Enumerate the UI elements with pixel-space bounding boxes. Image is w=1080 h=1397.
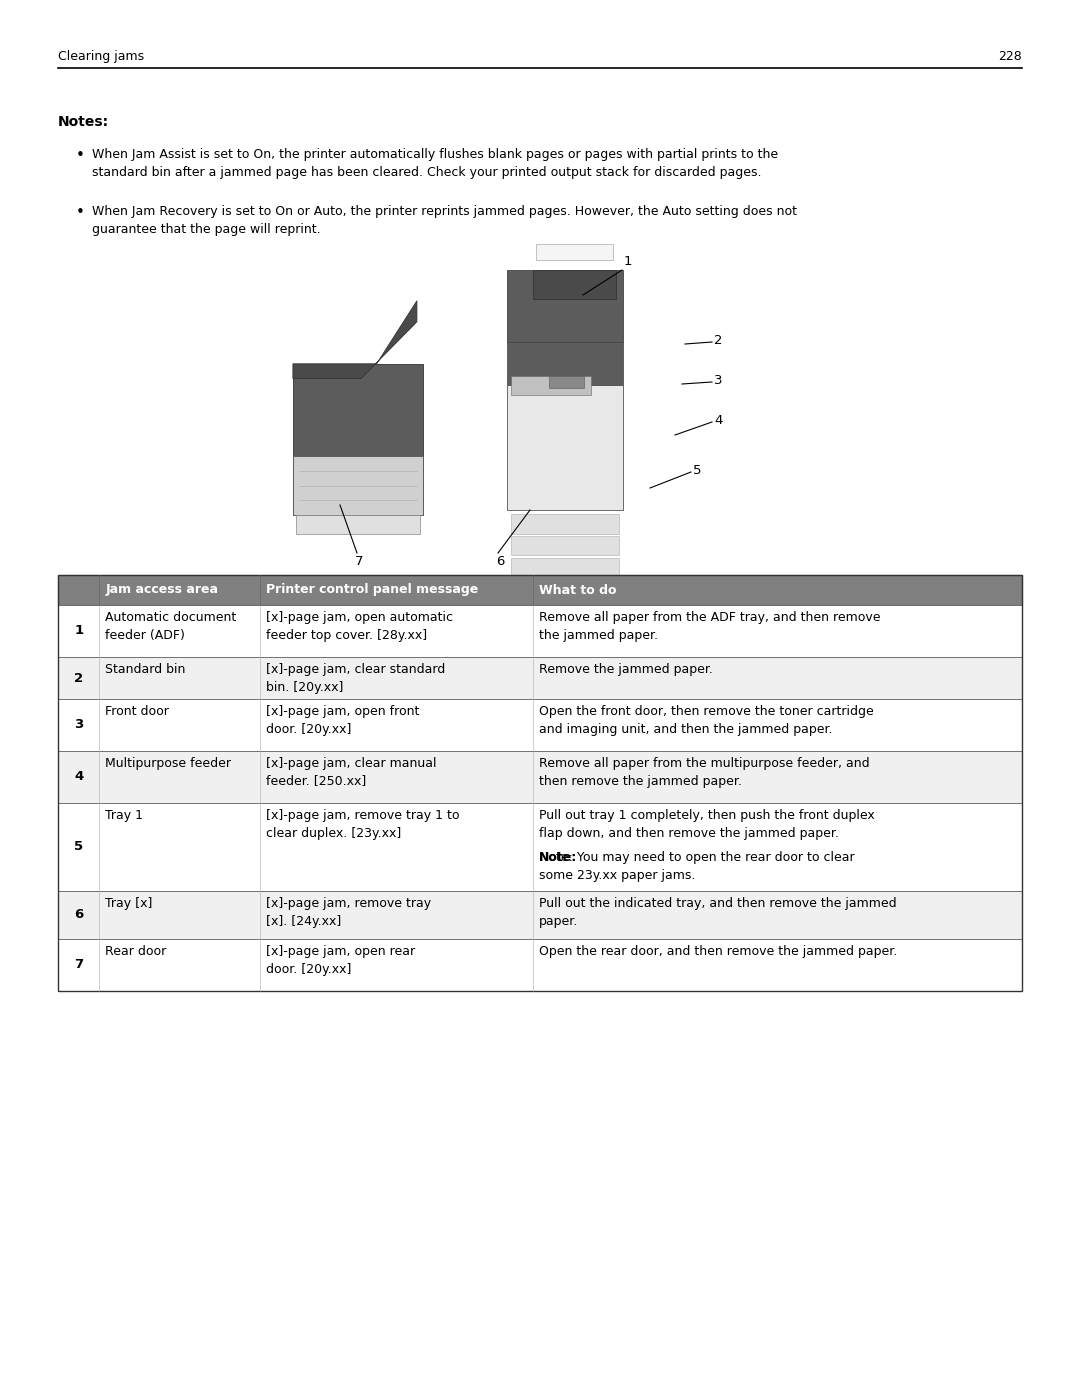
FancyBboxPatch shape: [511, 536, 620, 556]
Polygon shape: [293, 300, 417, 379]
FancyBboxPatch shape: [293, 363, 423, 515]
FancyBboxPatch shape: [508, 270, 622, 342]
Text: •: •: [76, 205, 85, 219]
Text: Automatic document
feeder (ADF): Automatic document feeder (ADF): [106, 610, 237, 641]
Text: What to do: What to do: [539, 584, 617, 597]
Text: Clearing jams: Clearing jams: [58, 50, 144, 63]
Text: Standard bin: Standard bin: [106, 664, 186, 676]
FancyBboxPatch shape: [58, 698, 1022, 752]
FancyBboxPatch shape: [58, 605, 1022, 657]
Text: [x]-page jam, open front
door. [20y.xx]: [x]-page jam, open front door. [20y.xx]: [267, 705, 420, 735]
Text: Multipurpose feeder: Multipurpose feeder: [106, 757, 231, 770]
Text: Notes:: Notes:: [58, 115, 109, 129]
FancyBboxPatch shape: [508, 342, 622, 386]
Text: [x]-page jam, clear manual
feeder. [250.xx]: [x]-page jam, clear manual feeder. [250.…: [267, 757, 437, 788]
FancyBboxPatch shape: [511, 376, 591, 395]
Text: When Jam Assist is set to On, the printer automatically flushes blank pages or p: When Jam Assist is set to On, the printe…: [92, 148, 778, 179]
Text: 4: 4: [75, 771, 83, 784]
Text: Remove the jammed paper.: Remove the jammed paper.: [539, 664, 713, 676]
Text: 3: 3: [75, 718, 83, 732]
Text: Printer control panel message: Printer control panel message: [267, 584, 478, 597]
Text: 5: 5: [693, 464, 702, 476]
FancyBboxPatch shape: [511, 514, 620, 534]
Text: Open the rear door, and then remove the jammed paper.: Open the rear door, and then remove the …: [539, 944, 897, 958]
Polygon shape: [534, 270, 617, 299]
FancyBboxPatch shape: [58, 576, 1022, 605]
Text: 7: 7: [75, 958, 83, 971]
FancyBboxPatch shape: [58, 939, 1022, 990]
FancyBboxPatch shape: [58, 657, 1022, 698]
Text: Remove all paper from the multipurpose feeder, and
then remove the jammed paper.: Remove all paper from the multipurpose f…: [539, 757, 869, 788]
Text: Pull out the indicated tray, and then remove the jammed
paper.: Pull out the indicated tray, and then re…: [539, 897, 896, 928]
FancyBboxPatch shape: [58, 891, 1022, 939]
FancyBboxPatch shape: [536, 243, 613, 260]
Text: Tray 1: Tray 1: [106, 809, 144, 821]
Text: Remove all paper from the ADF tray, and then remove
the jammed paper.: Remove all paper from the ADF tray, and …: [539, 610, 881, 641]
FancyBboxPatch shape: [296, 515, 420, 534]
Text: 2: 2: [714, 334, 723, 346]
Text: Open the front door, then remove the toner cartridge
and imaging unit, and then : Open the front door, then remove the ton…: [539, 705, 874, 735]
Text: [x]-page jam, clear standard
bin. [20y.xx]: [x]-page jam, clear standard bin. [20y.x…: [267, 664, 446, 693]
Text: Front door: Front door: [106, 705, 170, 718]
Text: Jam access area: Jam access area: [106, 584, 218, 597]
Text: 6: 6: [75, 908, 83, 922]
Text: 7: 7: [355, 555, 364, 569]
Text: When Jam Recovery is set to On or Auto, the printer reprints jammed pages. Howev: When Jam Recovery is set to On or Auto, …: [92, 205, 797, 236]
Text: 228: 228: [998, 50, 1022, 63]
Text: 2: 2: [75, 672, 83, 685]
Text: Note: You may need to open the rear door to clear
some 23y.xx paper jams.: Note: You may need to open the rear door…: [539, 851, 855, 882]
FancyBboxPatch shape: [549, 376, 584, 387]
Text: 1: 1: [624, 256, 633, 268]
FancyBboxPatch shape: [58, 803, 1022, 891]
Text: [x]-page jam, remove tray 1 to
clear duplex. [23y.xx]: [x]-page jam, remove tray 1 to clear dup…: [267, 809, 460, 840]
Text: 1: 1: [75, 624, 83, 637]
Text: 5: 5: [75, 841, 83, 854]
Text: 4: 4: [714, 414, 723, 426]
FancyBboxPatch shape: [293, 457, 423, 515]
Text: 3: 3: [714, 373, 723, 387]
Text: Rear door: Rear door: [106, 944, 166, 958]
FancyBboxPatch shape: [511, 557, 620, 577]
Text: Note:: Note:: [539, 851, 578, 863]
Text: [x]-page jam, remove tray
[x]. [24y.xx]: [x]-page jam, remove tray [x]. [24y.xx]: [267, 897, 432, 928]
Text: •: •: [76, 148, 85, 163]
FancyBboxPatch shape: [508, 386, 622, 510]
FancyBboxPatch shape: [58, 752, 1022, 803]
Text: 6: 6: [496, 555, 504, 569]
Text: Tray [x]: Tray [x]: [106, 897, 153, 909]
Text: [x]-page jam, open automatic
feeder top cover. [28y.xx]: [x]-page jam, open automatic feeder top …: [267, 610, 454, 641]
Text: [x]-page jam, open rear
door. [20y.xx]: [x]-page jam, open rear door. [20y.xx]: [267, 944, 416, 975]
Text: Pull out tray 1 completely, then push the front duplex
flap down, and then remov: Pull out tray 1 completely, then push th…: [539, 809, 875, 840]
